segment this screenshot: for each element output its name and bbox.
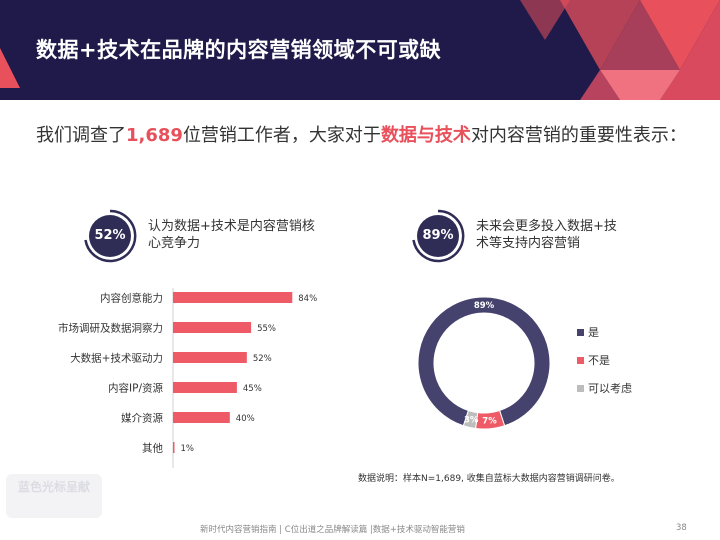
bar-category-label: 市场调研及数据洞察力 bbox=[58, 322, 163, 335]
bar-category-label: 大数据+技术驱动力 bbox=[70, 352, 163, 365]
intro-text: 我们调查了1,689位营销工作者，大家对于数据与技术对内容营销的重要性表示： bbox=[36, 120, 696, 152]
legend-item: 可以考虑 bbox=[577, 374, 632, 402]
legend-item: 不是 bbox=[577, 346, 632, 374]
data-footnote: 数据说明：样本N=1,689, 收集自蓝标大数据内容营销调研问卷。 bbox=[358, 474, 620, 484]
header-banner: 数据+技术在品牌的内容营销领域不可或缺 bbox=[0, 0, 720, 100]
donut-value-label: 89% bbox=[474, 301, 495, 311]
bar-value-label: 45% bbox=[243, 384, 262, 394]
intro-count: 1,689 bbox=[126, 125, 183, 146]
bar-value-label: 55% bbox=[257, 324, 276, 334]
bar-category-label: 内容创意能力 bbox=[100, 292, 163, 305]
bar bbox=[173, 292, 293, 303]
donut-value-label: 7% bbox=[482, 417, 497, 427]
stat-description: 未来会更多投入数据+技术等支持内容营销 bbox=[476, 219, 617, 251]
bar-category-label: 其他 bbox=[142, 442, 163, 455]
legend-swatch bbox=[577, 384, 584, 392]
intro-prefix: 我们调查了 bbox=[36, 125, 126, 146]
intro-suffix: 对内容营销的重要性表示： bbox=[470, 125, 687, 146]
watermark-logo: 蓝色光标呈献 bbox=[6, 474, 102, 518]
bar bbox=[173, 382, 237, 393]
bar bbox=[173, 322, 252, 333]
bar bbox=[173, 352, 247, 363]
intro-middle: 位营销工作者，大家对于 bbox=[182, 125, 381, 146]
donut-value-label: 3% bbox=[464, 416, 479, 426]
legend-label: 不是 bbox=[588, 354, 610, 367]
page-title: 数据+技术在品牌的内容营销领域不可或缺 bbox=[36, 38, 442, 62]
header-background bbox=[0, 0, 720, 100]
donut-legend: 是不是 可以考虑 bbox=[577, 318, 632, 402]
donut-slice bbox=[462, 409, 479, 430]
bar bbox=[173, 442, 175, 453]
left-accent-triangle bbox=[0, 48, 20, 88]
bar-value-label: 1% bbox=[181, 444, 195, 454]
legend-swatch bbox=[577, 328, 584, 336]
footer-text: 新时代内容营销指南 | C位出道之品牌解读篇 |数据+技术驱动智能营销 bbox=[200, 525, 465, 535]
bar-category-label: 媒介资源 bbox=[121, 412, 163, 425]
stat-value: 89% bbox=[422, 228, 454, 243]
bar-value-label: 84% bbox=[298, 294, 317, 304]
watermark-text: 蓝色光标呈献 bbox=[17, 480, 90, 494]
stat-value: 52% bbox=[94, 228, 126, 243]
legend-swatch bbox=[577, 356, 584, 364]
intro-highlight: 数据与技术 bbox=[380, 125, 471, 146]
donut-chart: 89% 7%3% bbox=[417, 296, 551, 430]
stat-description: 认为数据+技术是内容营销核心竞争力 bbox=[148, 219, 315, 251]
stat-ring-icon bbox=[412, 209, 465, 263]
bar bbox=[173, 412, 230, 423]
legend-label: 是 bbox=[588, 326, 599, 339]
stat-ring-icon bbox=[84, 209, 137, 263]
legend-label: 可以考虑 bbox=[588, 382, 632, 395]
donut-slice bbox=[417, 296, 551, 427]
legend-item: 是 bbox=[577, 318, 632, 346]
page-number: 38 bbox=[676, 523, 687, 533]
bar-chart: 内容创意能力 84% 市场调研及数据洞察力 55% 大数据+技术驱动力 52% 内容IP/资… bbox=[58, 288, 317, 468]
bar-value-label: 40% bbox=[236, 414, 255, 424]
bar-value-label: 52% bbox=[253, 354, 272, 364]
bar-category-label: 内容IP/资源 bbox=[108, 382, 163, 395]
